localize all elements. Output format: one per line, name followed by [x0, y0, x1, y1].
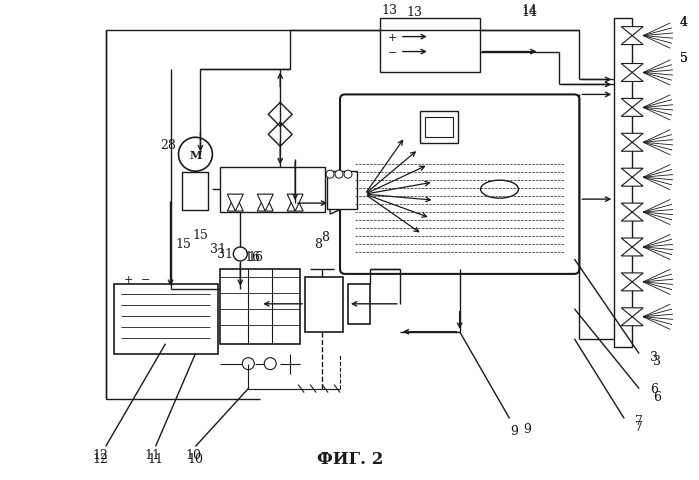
Polygon shape — [621, 308, 643, 317]
Text: ФИГ. 2: ФИГ. 2 — [317, 450, 383, 467]
Polygon shape — [621, 204, 643, 213]
Bar — [305, 277, 343, 332]
Circle shape — [233, 248, 247, 262]
Text: 4: 4 — [680, 16, 688, 29]
Polygon shape — [227, 195, 243, 212]
Text: 31: 31 — [210, 243, 226, 256]
Polygon shape — [621, 282, 643, 291]
Bar — [348, 284, 370, 324]
Text: +: + — [388, 33, 398, 43]
Text: 3: 3 — [650, 350, 658, 363]
Circle shape — [335, 171, 343, 179]
Polygon shape — [621, 73, 643, 82]
Text: 10: 10 — [185, 448, 201, 461]
Text: 4: 4 — [680, 16, 688, 29]
Text: −: − — [141, 274, 150, 284]
Text: 6: 6 — [650, 382, 658, 395]
Polygon shape — [257, 195, 273, 212]
Polygon shape — [330, 193, 355, 215]
Polygon shape — [621, 213, 643, 222]
Polygon shape — [621, 143, 643, 152]
Text: М: М — [189, 149, 201, 160]
Polygon shape — [287, 195, 303, 212]
Polygon shape — [257, 195, 273, 212]
Text: 12: 12 — [93, 452, 108, 465]
Polygon shape — [621, 273, 643, 282]
Text: 11: 11 — [145, 448, 161, 461]
Polygon shape — [621, 36, 643, 46]
Text: 16: 16 — [247, 251, 264, 264]
Text: 9: 9 — [524, 422, 531, 435]
Circle shape — [178, 138, 212, 172]
Polygon shape — [621, 99, 643, 108]
Polygon shape — [287, 195, 303, 212]
Polygon shape — [621, 27, 643, 36]
Text: 7: 7 — [635, 420, 643, 433]
Text: 8: 8 — [321, 230, 329, 243]
Text: 3: 3 — [653, 354, 661, 367]
Polygon shape — [621, 64, 643, 73]
Text: 5: 5 — [680, 52, 688, 65]
Text: +: + — [124, 274, 134, 284]
Text: −: − — [388, 48, 398, 58]
Text: 12: 12 — [93, 448, 108, 461]
Text: 7: 7 — [635, 414, 643, 427]
Bar — [220, 168, 325, 213]
Bar — [114, 284, 218, 354]
Text: 9: 9 — [510, 424, 519, 437]
Polygon shape — [621, 134, 643, 143]
Bar — [425, 118, 453, 138]
Polygon shape — [621, 248, 643, 256]
Text: 13: 13 — [382, 4, 398, 17]
Circle shape — [344, 171, 352, 179]
Text: 14: 14 — [521, 4, 538, 17]
Bar — [420, 112, 458, 144]
Text: 5: 5 — [680, 52, 688, 65]
Bar — [182, 173, 208, 211]
Polygon shape — [621, 178, 643, 187]
Text: 31: 31 — [217, 248, 233, 261]
Text: 6: 6 — [653, 390, 661, 403]
Text: 15: 15 — [175, 238, 192, 251]
Bar — [327, 172, 357, 210]
Polygon shape — [621, 108, 643, 117]
Bar — [220, 269, 300, 344]
Text: 8: 8 — [314, 238, 322, 251]
Circle shape — [326, 171, 334, 179]
Polygon shape — [621, 239, 643, 248]
Text: 14: 14 — [521, 6, 538, 19]
Circle shape — [264, 358, 276, 370]
Text: 13: 13 — [407, 6, 423, 19]
Bar — [614, 19, 632, 347]
Bar — [380, 19, 480, 73]
Polygon shape — [227, 195, 243, 212]
Circle shape — [243, 358, 254, 370]
Ellipse shape — [481, 181, 519, 199]
Text: 16: 16 — [244, 251, 260, 264]
Text: 28: 28 — [161, 139, 176, 152]
FancyBboxPatch shape — [340, 95, 579, 275]
Polygon shape — [621, 317, 643, 326]
Polygon shape — [621, 169, 643, 178]
Text: 10: 10 — [187, 452, 203, 465]
Text: 11: 11 — [147, 452, 164, 465]
Text: 15: 15 — [192, 228, 208, 241]
